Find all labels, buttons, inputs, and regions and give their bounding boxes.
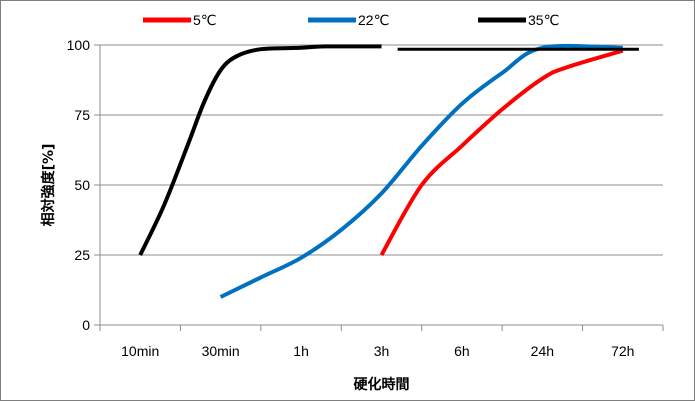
- legend: 5℃ 22℃ 35℃: [143, 12, 559, 28]
- x-axis-title: 硬化時間: [354, 376, 410, 393]
- x-tick-labels: 10min 30min 1h 3h 6h 24h 72h: [121, 343, 634, 359]
- legend-label: 35℃: [528, 12, 559, 28]
- y-tick-label: 25: [74, 247, 90, 263]
- y-tick-label: 0: [82, 317, 90, 333]
- x-tick-label: 30min: [202, 343, 240, 359]
- series-lines: [138, 43, 639, 299]
- x-tick-label: 10min: [121, 343, 159, 359]
- x-tick-label: 1h: [293, 343, 309, 359]
- legend-label: 22℃: [358, 12, 389, 28]
- axes: [94, 44, 664, 331]
- series-line-35c: [138, 44, 382, 256]
- x-tick-label: 24h: [531, 343, 554, 359]
- y-tick-label: 50: [74, 177, 90, 193]
- x-tick-label: 3h: [374, 343, 390, 359]
- y-tick-labels: 0 25 50 75 100: [67, 37, 91, 333]
- legend-label: 5℃: [193, 12, 217, 28]
- series-line-5c: [379, 48, 624, 256]
- x-tick-label: 72h: [611, 343, 634, 359]
- series-line-22c: [219, 43, 623, 299]
- y-tick-label: 75: [74, 107, 90, 123]
- y-axis-title: 相対強度[%]: [40, 144, 57, 227]
- y-tick-label: 100: [67, 37, 91, 53]
- x-tick-label: 6h: [454, 343, 470, 359]
